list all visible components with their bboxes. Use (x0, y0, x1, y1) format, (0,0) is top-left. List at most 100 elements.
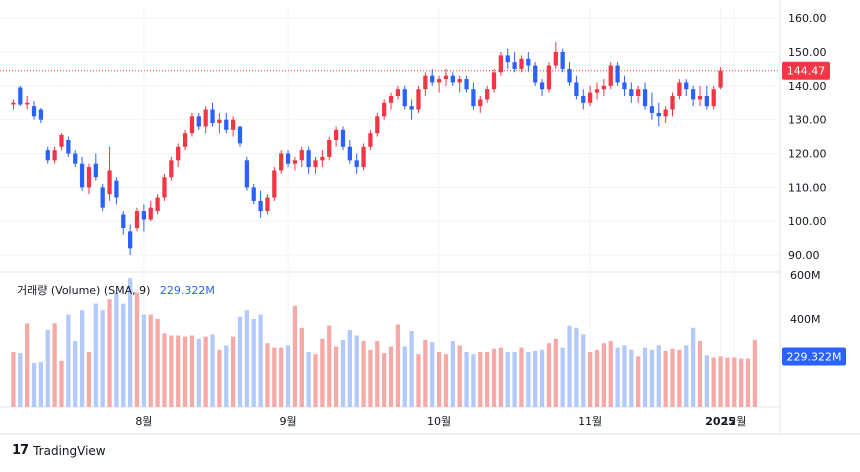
volume-bar (237, 316, 243, 407)
last-price-label: 144.47 (787, 65, 826, 78)
candle-body (697, 96, 703, 100)
volume-bar (560, 347, 565, 407)
volume-bar (340, 339, 346, 407)
volume-bar (656, 345, 661, 407)
volume-bar (553, 338, 558, 407)
candle-body (430, 75, 435, 83)
candle-body (704, 96, 709, 107)
candle-body (491, 72, 497, 90)
volume-bar (251, 319, 256, 407)
volume-bar (677, 349, 682, 407)
candle-body (265, 197, 270, 212)
volume-bar (73, 341, 78, 407)
volume-bar (498, 347, 504, 407)
volume-bar (436, 352, 442, 407)
volume-bar (244, 310, 249, 407)
volume-bar (622, 345, 627, 407)
volume-bar (155, 319, 160, 407)
volume-bar (704, 355, 709, 407)
candle-body (375, 116, 380, 134)
volume-bar (615, 347, 620, 407)
volume-bar (450, 341, 455, 407)
candle-body (141, 211, 147, 220)
volume-bar (176, 335, 181, 407)
volume-bar (457, 345, 462, 407)
volume-bar (512, 352, 517, 407)
volume-bar (670, 348, 675, 407)
candle-body (162, 177, 167, 198)
volume-bar (114, 292, 119, 407)
volume-bar (66, 314, 71, 407)
candle-body (299, 150, 304, 161)
candle-body (292, 160, 298, 164)
volume-bar (587, 352, 593, 407)
candle-body (553, 52, 558, 66)
volume-bar (320, 338, 325, 407)
candle-body (485, 89, 490, 100)
candle-body (66, 140, 71, 154)
volume-bar (107, 299, 112, 407)
candle-body (237, 126, 243, 144)
volume-bar (478, 352, 483, 407)
volume-bar (574, 327, 579, 407)
volume-tick-label: 400M (790, 313, 821, 326)
tradingview-attribution[interactable]: 17 TradingView (12, 443, 106, 458)
candle-body (45, 150, 50, 161)
volume-bar (86, 352, 92, 407)
candle-body (320, 156, 325, 161)
volume-legend-value: 229.322M (159, 284, 215, 297)
candle-body (395, 89, 401, 96)
volume-bar (265, 343, 270, 407)
candle-body (574, 82, 579, 96)
candle-body (279, 153, 284, 171)
volume-bar (375, 341, 380, 407)
volume-bar (471, 354, 476, 407)
volume-tick-label: 600M (790, 269, 821, 282)
price-tick-label: 100.00 (788, 215, 827, 228)
candle-body (11, 102, 16, 105)
candle-body (718, 70, 723, 88)
volume-bar (59, 360, 64, 407)
volume-bar (272, 347, 277, 407)
candle-body (148, 207, 153, 220)
volume-bar (533, 350, 538, 407)
volume-bar (361, 341, 366, 407)
volume-bar (423, 339, 428, 407)
volume-bar (567, 325, 572, 407)
volume-bar (141, 314, 147, 407)
candle-body (313, 160, 318, 168)
price-tick-label: 150.00 (788, 46, 827, 59)
candle-body (203, 109, 208, 127)
volume-bar (663, 350, 668, 407)
time-tick-label: 9월 (279, 415, 296, 428)
volume-bar (279, 347, 284, 407)
volume-bar (649, 349, 655, 407)
volume-bar (306, 352, 311, 407)
candle-body (546, 65, 552, 90)
volume-bar (121, 303, 126, 407)
candle-body (498, 55, 504, 73)
candle-body (594, 89, 600, 93)
candle-body (436, 79, 442, 83)
volume-bar (210, 334, 215, 407)
volume-bar (642, 347, 648, 407)
volume-bar (182, 336, 188, 407)
volume-bar (443, 354, 449, 407)
volume-bar (519, 347, 524, 407)
volume-bar (100, 310, 105, 407)
candle-body (251, 187, 256, 201)
volume-bar (333, 346, 339, 407)
volume-bar (739, 358, 744, 407)
candle-body (388, 96, 394, 103)
volume-bar (79, 310, 85, 407)
candle-body (663, 109, 668, 117)
candle-body (79, 163, 85, 188)
volume-bar (169, 335, 174, 407)
volume-bar (203, 336, 208, 407)
volume-bar (546, 343, 552, 407)
volume-bar (636, 356, 641, 407)
volume-bar (697, 341, 703, 407)
candle-body (155, 197, 160, 212)
